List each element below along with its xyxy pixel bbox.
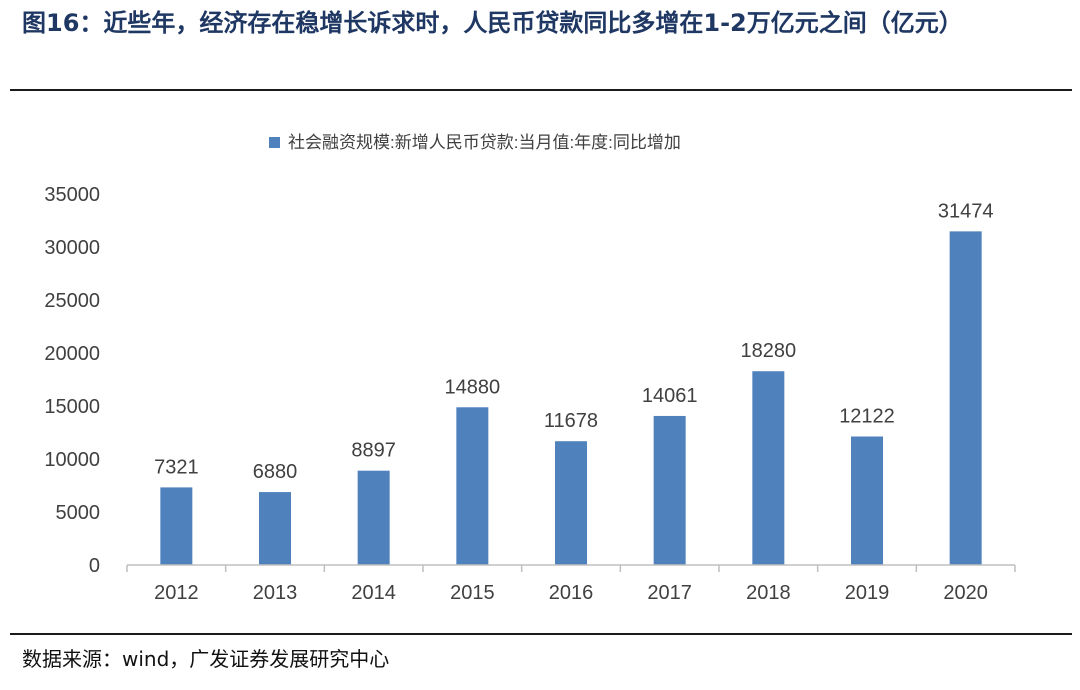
y-tick-label: 30000 <box>44 237 100 259</box>
data-label: 18280 <box>741 340 797 362</box>
y-tick-label: 10000 <box>44 449 100 471</box>
x-tick-label: 2012 <box>154 582 199 604</box>
source-note: 数据来源：wind，广发证券发展研究中心 <box>22 647 390 671</box>
data-label: 6880 <box>253 461 298 483</box>
y-axis: 0 5000 10000 15000 20000 25000 30000 35000 <box>44 184 100 577</box>
legend-label: 社会融资规模:新增人民币贷款:当月值:年度:同比增加 <box>288 133 681 152</box>
data-label: 12122 <box>839 406 895 428</box>
bar <box>653 415 686 565</box>
y-tick-label: 0 <box>89 555 100 577</box>
y-tick-label: 15000 <box>44 396 100 418</box>
data-label: 7321 <box>154 456 199 478</box>
data-label: 31474 <box>938 200 994 222</box>
x-tick-label: 2020 <box>943 582 988 604</box>
bar <box>752 371 785 565</box>
y-tick-label: 20000 <box>44 343 100 365</box>
source-divider <box>10 633 1072 635</box>
y-tick-label: 35000 <box>44 184 100 206</box>
y-tick-label: 25000 <box>44 290 100 312</box>
x-axis: 2012 2013 2014 2015 2016 2017 2018 2019 2020 <box>126 564 1016 604</box>
bar <box>851 436 883 565</box>
data-label: 8897 <box>351 440 396 462</box>
bar <box>357 470 390 565</box>
bar-chart: 社会融资规模:新增人民币贷款:当月值:年度:同比增加 0 5000 10000 150… <box>44 133 1016 604</box>
x-tick-label: 2018 <box>746 582 791 604</box>
title-divider <box>10 89 1072 91</box>
bar <box>949 231 982 565</box>
data-label: 14880 <box>445 376 501 398</box>
bar <box>160 487 193 565</box>
x-tick-label: 2019 <box>845 582 890 604</box>
x-tick-label: 2014 <box>351 582 396 604</box>
legend: 社会融资规模:新增人民币贷款:当月值:年度:同比增加 <box>269 133 681 152</box>
x-tick-label: 2016 <box>549 582 594 604</box>
data-label: 11678 <box>544 410 598 432</box>
y-tick-label: 5000 <box>56 502 101 524</box>
data-label: 14061 <box>642 385 698 407</box>
bar <box>555 441 587 565</box>
bar <box>456 407 489 565</box>
x-tick-label: 2015 <box>450 582 495 604</box>
bars: 7321 6880 8897 14880 11678 14061 18280 12122 314… <box>154 200 993 565</box>
bar <box>259 492 291 565</box>
legend-swatch <box>269 137 280 148</box>
x-tick-label: 2017 <box>647 582 692 604</box>
figure-title: 图16：近些年，经济存在稳增长诉求时，人民币贷款同比多增在1-2万亿元之间（亿元… <box>22 9 963 37</box>
x-tick-label: 2013 <box>253 582 298 604</box>
